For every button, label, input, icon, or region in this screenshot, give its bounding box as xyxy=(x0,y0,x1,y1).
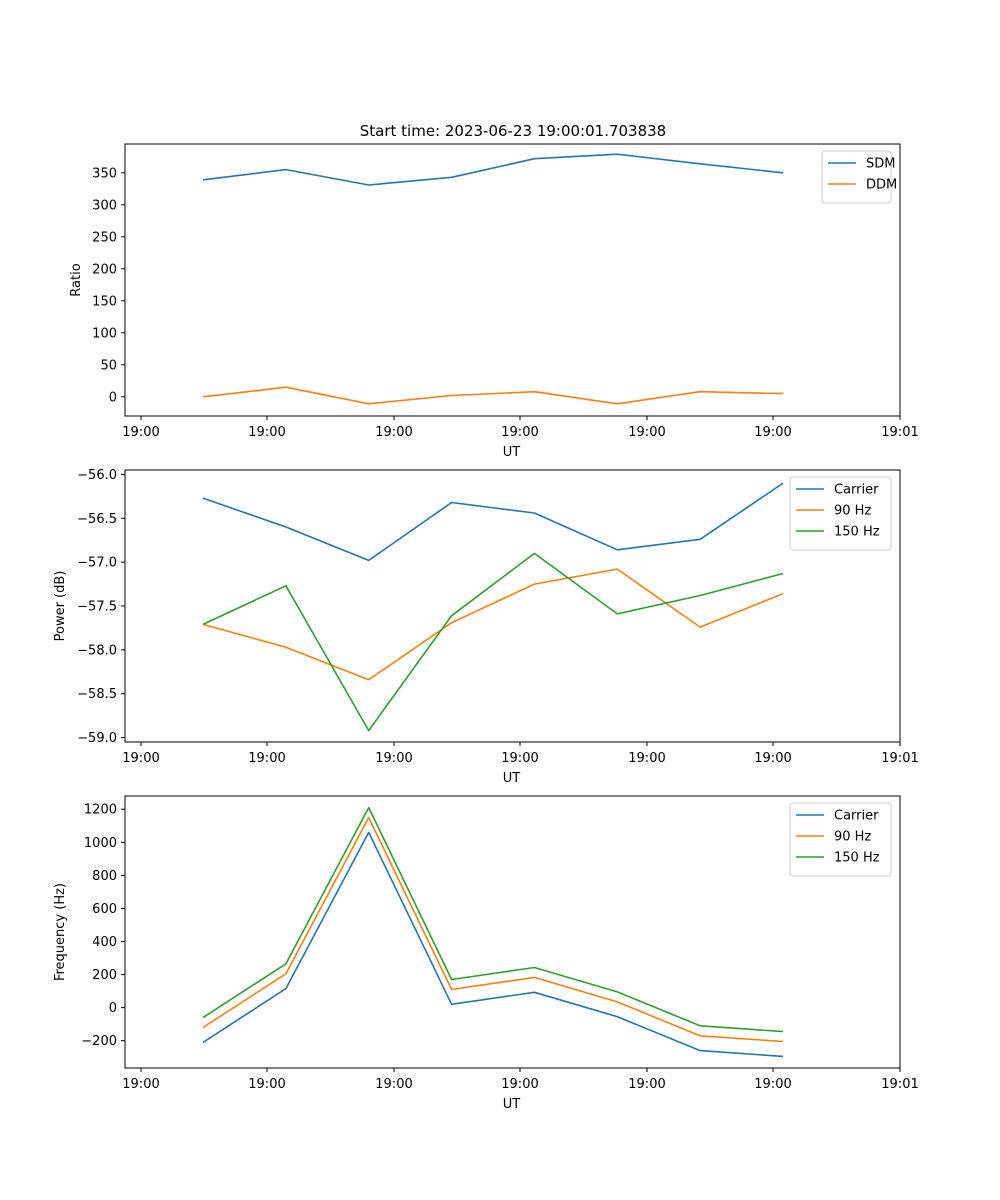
x-tick-label: 19:00 xyxy=(248,1077,285,1092)
series-line-sdm xyxy=(202,153,784,186)
y-axis-label: Frequency (Hz) xyxy=(53,883,68,981)
legend: Carrier 90 Hz 150 Hz xyxy=(789,476,892,551)
y-tick-label: 350 xyxy=(92,166,117,181)
y-tick-label: −57.0 xyxy=(77,556,117,571)
legend-label: Carrier xyxy=(834,483,879,498)
chart-panel-2: 19:00 19:00 19:00 19:00 19:00 19:00 19:01 −59.0… xyxy=(53,468,919,786)
y-tick-label: −200 xyxy=(81,1034,117,1049)
panels: 19:00 19:00 19:00 19:00 19:00 19:00 19:01 0 50 10… xyxy=(53,143,919,1112)
x-tick-label: 19:00 xyxy=(754,1077,791,1092)
series-line-ddm xyxy=(202,386,784,405)
y-tick-label: −59.0 xyxy=(77,731,117,746)
x-tick-label: 19:00 xyxy=(375,751,412,766)
legend-label: Carrier xyxy=(834,809,879,824)
series-line-150-hz xyxy=(202,806,784,1033)
y-tick-label: 1000 xyxy=(84,836,117,851)
y-tick-label: −56.5 xyxy=(77,512,117,527)
figure-title: Start time: 2023-06-23 19:00:01.703838 xyxy=(360,122,666,140)
y-tick-label: 0 xyxy=(109,1001,117,1016)
legend: Carrier 90 Hz 150 Hz xyxy=(789,802,892,877)
x-tick-label: 19:00 xyxy=(122,425,159,440)
x-axis-label: UT xyxy=(503,1097,521,1112)
series-line-90-hz xyxy=(202,568,784,681)
series-line-carrier xyxy=(202,831,784,1058)
x-tick-label: 19:01 xyxy=(881,751,918,766)
x-tick-label: 19:00 xyxy=(754,425,791,440)
x-tick-label: 19:00 xyxy=(501,751,538,766)
legend-label: 150 Hz xyxy=(834,851,880,866)
legend-label: SDM xyxy=(866,157,895,172)
chart-panel-1: 19:00 19:00 19:00 19:00 19:00 19:00 19:01 0 50 10… xyxy=(69,143,919,460)
y-tick-label: 400 xyxy=(92,935,117,950)
y-tick-label: −57.5 xyxy=(77,600,117,615)
y-tick-label: 200 xyxy=(92,968,117,983)
x-tick-label: 19:00 xyxy=(628,751,665,766)
legend-label: DDM xyxy=(866,178,897,193)
legend-label: 90 Hz xyxy=(834,504,871,519)
x-tick-label: 19:00 xyxy=(628,1077,665,1092)
y-tick-label: 1200 xyxy=(84,803,117,818)
x-axis-label: UT xyxy=(503,771,521,786)
x-tick-label: 19:01 xyxy=(881,1077,918,1092)
x-tick-label: 19:00 xyxy=(501,1077,538,1092)
y-tick-label: 0 xyxy=(109,390,117,405)
y-tick-label: 50 xyxy=(100,358,117,373)
y-tick-label: −56.0 xyxy=(77,468,117,483)
x-tick-label: 19:00 xyxy=(375,1077,412,1092)
x-tick-label: 19:00 xyxy=(501,425,538,440)
chart-panel-3: 19:00 19:00 19:00 19:00 19:00 19:00 19:01 −200 0… xyxy=(53,795,919,1112)
x-tick-label: 19:00 xyxy=(122,751,159,766)
series-line-carrier xyxy=(202,482,784,562)
series-line-90-hz xyxy=(202,816,784,1043)
y-tick-label: 800 xyxy=(92,869,117,884)
y-tick-label: −58.5 xyxy=(77,687,117,702)
y-tick-label: 100 xyxy=(92,326,117,341)
x-tick-label: 19:00 xyxy=(628,425,665,440)
series-line-150-hz xyxy=(202,552,784,732)
x-tick-label: 19:00 xyxy=(122,1077,159,1092)
y-axis-label: Ratio xyxy=(69,263,84,296)
legend-box xyxy=(821,150,892,204)
y-tick-label: −58.0 xyxy=(77,643,117,658)
axes-frame xyxy=(124,143,901,417)
x-tick-label: 19:01 xyxy=(881,425,918,440)
y-tick-label: 600 xyxy=(92,902,117,917)
legend-label: 90 Hz xyxy=(834,830,871,845)
x-tick-label: 19:00 xyxy=(248,751,285,766)
y-tick-label: 150 xyxy=(92,294,117,309)
y-tick-label: 300 xyxy=(92,198,117,213)
y-axis-label: Power (dB) xyxy=(53,571,68,642)
y-tick-label: 250 xyxy=(92,230,117,245)
y-tick-label: 200 xyxy=(92,262,117,277)
x-tick-label: 19:00 xyxy=(248,425,285,440)
x-tick-label: 19:00 xyxy=(375,425,412,440)
x-tick-label: 19:00 xyxy=(754,751,791,766)
x-axis-label: UT xyxy=(503,445,521,460)
axes-frame xyxy=(124,795,901,1069)
legend-label: 150 Hz xyxy=(834,525,880,540)
legend: SDM DDM xyxy=(821,150,897,204)
